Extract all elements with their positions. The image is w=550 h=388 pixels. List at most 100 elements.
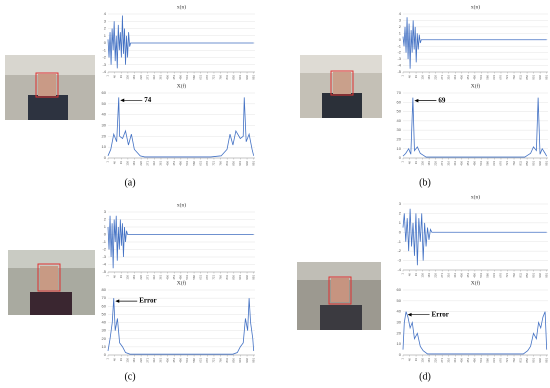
x-tick-label: 46 (407, 273, 411, 277)
y-tick-label: 1 (399, 30, 402, 35)
y-tick-label: 70 (102, 295, 107, 300)
x-tick-label: 811 (225, 161, 229, 166)
x-tick-label: 901 (238, 358, 242, 363)
x-tick-label: 766 (218, 358, 222, 363)
x-tick-label: 901 (531, 161, 535, 166)
x-tick-label: 676 (499, 75, 503, 80)
x-tick-label: 226 (139, 75, 143, 80)
x-tick-label: 901 (238, 161, 242, 166)
x-tick-label: 91 (414, 75, 418, 79)
y-tick-label: 50 (397, 298, 402, 303)
x-tick-label: 991 (544, 273, 548, 278)
x-tick-label: 721 (212, 75, 216, 80)
x-tick-label: 136 (126, 358, 130, 363)
x-tick-label: 856 (525, 273, 529, 278)
x-tick-label: 91 (119, 358, 123, 362)
x-tick-label: 46 (407, 161, 411, 165)
x-tick-label: 316 (446, 75, 450, 80)
x-tick-label: 136 (420, 75, 424, 80)
chart-title: x(n) (471, 193, 480, 200)
x-tick-label: 181 (427, 358, 431, 363)
x-tick-label: 1 (106, 358, 110, 360)
y-tick-label: 50 (397, 109, 402, 114)
chart-title: x(n) (177, 3, 186, 10)
x-tick-label: 631 (492, 161, 496, 166)
x-tick-label: 631 (198, 161, 202, 166)
y-tick-label: -1 (102, 47, 106, 52)
x-tick-label: 901 (238, 75, 242, 80)
x-tick-label: 406 (165, 358, 169, 363)
x-tick-label: 676 (499, 161, 503, 166)
annotation-arrowhead (414, 98, 419, 103)
y-tick-label: 60 (102, 90, 107, 95)
x-tick-label: 181 (132, 275, 136, 280)
data-line (107, 97, 255, 158)
x-tick-label: 721 (505, 161, 509, 166)
x-tick-label: 811 (518, 161, 522, 166)
x-tick-label: 406 (460, 358, 464, 363)
x-tick-label: 226 (139, 161, 143, 166)
x-tick-label: 451 (466, 358, 470, 363)
y-tick-label: -4 (397, 63, 401, 68)
y-tick-label: 10 (397, 146, 402, 151)
chart-title: X(f) (177, 82, 187, 89)
x-tick-label: 721 (505, 75, 509, 80)
x-tick-label: 856 (232, 275, 236, 280)
x-tick-label: 721 (212, 275, 216, 280)
x-tick-label: 361 (159, 75, 163, 80)
x-tick-label: 766 (512, 161, 516, 166)
chart-title: X(f) (471, 82, 481, 89)
x-tick-label: 496 (473, 273, 477, 278)
x-tick-label: 676 (499, 273, 503, 278)
x-tick-label: 361 (159, 275, 163, 280)
photos (5, 55, 382, 330)
photo (300, 55, 382, 118)
x-tick-label: 406 (165, 75, 169, 80)
x-tick-label: 496 (473, 358, 477, 363)
annotation: Error (139, 297, 156, 305)
x-tick-label: 271 (440, 75, 444, 80)
chart: X(f) 0 10 20 30 40 50 60 1 46 91 136 181 226 271 316 361… (102, 82, 256, 165)
y-tick-label: 30 (397, 320, 402, 325)
x-tick-label: 676 (499, 358, 503, 363)
x-tick-label: 946 (245, 75, 249, 80)
x-tick-label: 271 (145, 358, 149, 363)
x-tick-label: 766 (512, 273, 516, 278)
x-tick-label: 991 (251, 75, 255, 80)
y-tick-label: 1 (104, 33, 107, 38)
x-tick-label: 811 (225, 275, 229, 280)
panel-label: (d) (419, 371, 431, 382)
chart-title: x(n) (177, 201, 186, 208)
x-tick-label: 901 (531, 358, 535, 363)
x-tick-label: 361 (453, 75, 457, 80)
x-tick-label: 496 (179, 358, 183, 363)
y-tick-label: 20 (397, 136, 402, 141)
y-tick-label: 20 (397, 330, 402, 335)
x-tick-label: 136 (420, 358, 424, 363)
chart-title: X(f) (177, 279, 187, 286)
y-tick-label: -2 (102, 247, 106, 252)
chart: X(f) 0 10 20 30 40 50 60 1 46 91 136 181 226 271 316 361… (397, 279, 549, 362)
x-tick-label: 541 (185, 275, 189, 280)
x-tick-label: 946 (538, 358, 542, 363)
y-tick-label: 50 (102, 311, 107, 316)
y-tick-label: -2 (397, 50, 401, 55)
x-tick-label: 136 (126, 275, 130, 280)
x-tick-label: 586 (486, 273, 490, 278)
x-tick-label: 181 (427, 75, 431, 80)
x-tick-label: 901 (238, 275, 242, 280)
panel-label: (c) (124, 371, 135, 382)
x-tick-label: 631 (492, 75, 496, 80)
x-tick-label: 856 (232, 75, 236, 80)
y-tick-label: -2 (397, 248, 401, 253)
x-tick-label: 226 (139, 275, 143, 280)
x-tick-label: 316 (152, 75, 156, 80)
x-tick-label: 496 (179, 161, 183, 166)
y-tick-label: 0 (399, 37, 402, 42)
x-tick-label: 451 (466, 161, 470, 166)
x-tick-label: 226 (433, 273, 437, 278)
data-line (107, 215, 254, 269)
y-tick-label: 2 (104, 217, 107, 222)
x-tick-label: 46 (112, 275, 116, 279)
